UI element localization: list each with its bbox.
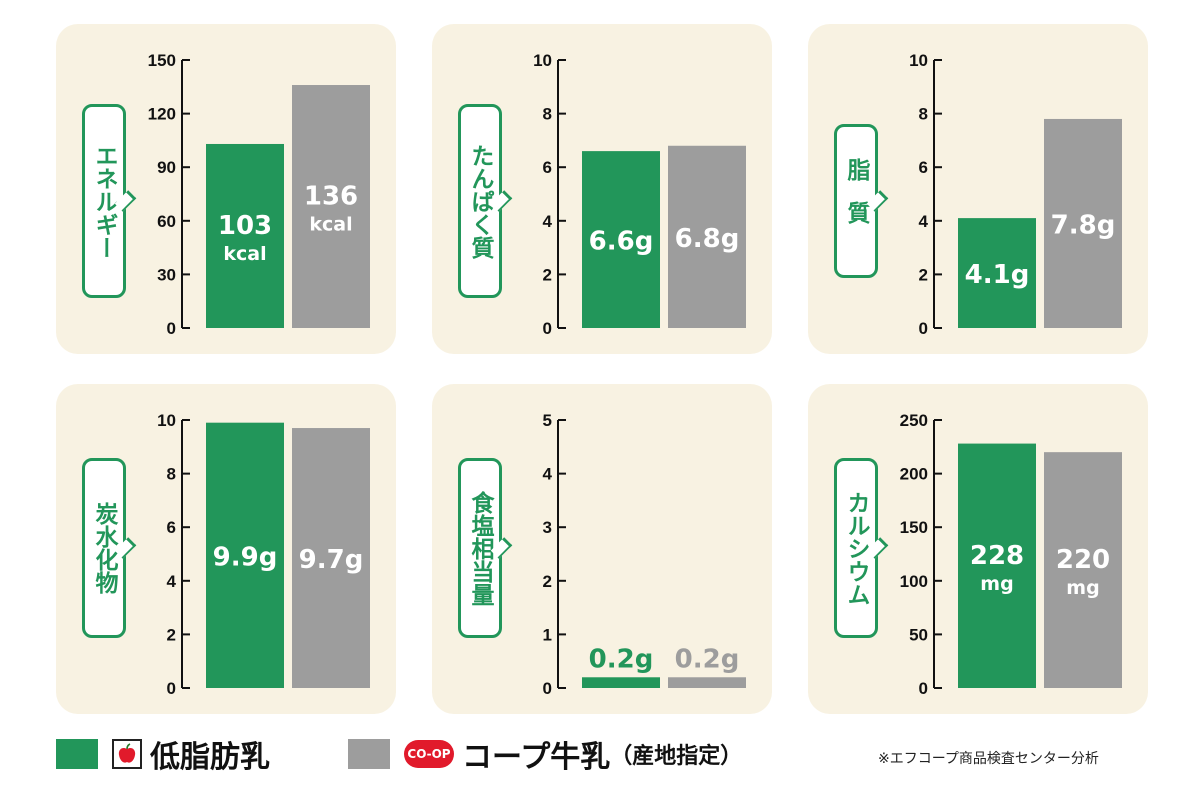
apple-logo-icon <box>112 739 142 769</box>
y-tick-label: 4 <box>543 212 553 231</box>
bar-coop <box>1044 452 1122 688</box>
coop-logo-icon: CO-OP <box>404 740 454 768</box>
nutrient-label-carbohydrate: 炭水化物 <box>82 458 126 638</box>
y-tick-label: 6 <box>543 158 552 177</box>
data-label: 4.1g <box>965 260 1030 290</box>
chart-panel-carbohydrate: 炭水化物 0 2 4 6 8 10 9.9g 9.7g <box>56 384 396 714</box>
data-label: 0.2g <box>675 644 740 674</box>
nutrient-label-calcium: カルシウム <box>834 458 878 638</box>
chart-panel-energy: エネルギー 0 30 60 90 120 150 103 kcal 136 kcal <box>56 24 396 354</box>
bar-low-fat <box>958 218 1036 328</box>
y-tick-label: 8 <box>919 105 928 124</box>
legend-sub-coop: （産地指定） <box>610 744 743 769</box>
y-tick-label: 200 <box>900 465 928 484</box>
bar-coop <box>292 85 370 328</box>
y-tick-label: 0 <box>919 319 928 338</box>
nutrient-label-salt: 食塩相当量 <box>458 458 502 638</box>
legend-low-fat: 低脂肪乳 <box>56 734 270 775</box>
y-tick-label: 2 <box>919 265 928 284</box>
chart-panel-fat: 脂質 0 2 4 6 8 10 4.1g 7.8g <box>808 24 1148 354</box>
y-tick-label: 0 <box>543 319 552 338</box>
y-tick-label: 3 <box>543 518 552 537</box>
y-tick-label: 8 <box>167 465 176 484</box>
y-tick-label: 6 <box>167 518 176 537</box>
bar-low-fat <box>206 422 284 688</box>
y-tick-label: 0 <box>543 679 552 698</box>
y-tick-label: 1 <box>543 625 552 644</box>
y-tick-label: 10 <box>533 51 552 70</box>
data-label: 136 <box>304 182 358 212</box>
legend-label-coop: コープ牛乳 <box>462 740 611 775</box>
chart-panel-protein: たんぱく質 0 2 4 6 8 10 6.6g 6.8g <box>432 24 772 354</box>
y-tick-label: 4 <box>167 572 177 591</box>
bar-low-fat <box>958 443 1036 688</box>
bar-coop <box>668 677 746 688</box>
legend-swatch-low-fat <box>56 739 98 769</box>
y-tick-label: 2 <box>543 572 552 591</box>
bar-low-fat <box>582 677 660 688</box>
chart-protein: 0 2 4 6 8 10 6.6g 6.8g <box>533 51 746 338</box>
nutrient-label-energy: エネルギー <box>82 104 126 298</box>
source-note: ※エフコープ商品検査センター分析 <box>878 751 1099 767</box>
bar-low-fat <box>582 151 660 328</box>
legend-swatch-coop <box>348 739 390 769</box>
data-label: 6.8g <box>675 224 740 254</box>
legend-label-low-fat: 低脂肪乳 <box>150 740 270 775</box>
y-tick-label: 90 <box>157 158 176 177</box>
data-label: kcal <box>223 243 266 265</box>
data-label: 103 <box>218 211 272 241</box>
data-label: 6.6g <box>589 227 654 257</box>
y-tick-label: 250 <box>900 411 928 430</box>
y-tick-label: 0 <box>919 679 928 698</box>
y-tick-label: 60 <box>157 212 176 231</box>
data-label: 220 <box>1056 545 1110 575</box>
data-label: 9.7g <box>299 545 364 575</box>
bar-coop <box>668 145 746 328</box>
data-label: mg <box>1066 577 1099 599</box>
y-tick-label: 30 <box>157 265 176 284</box>
y-tick-label: 2 <box>543 265 552 284</box>
y-tick-label: 0 <box>167 319 176 338</box>
nutrient-label-protein: たんぱく質 <box>458 104 502 298</box>
y-tick-label: 4 <box>543 465 553 484</box>
chart-panel-salt: 食塩相当量 0 1 2 3 4 5 0.2g 0.2g <box>432 384 772 714</box>
chart-salt: 0 1 2 3 4 5 0.2g 0.2g <box>543 411 746 698</box>
y-tick-label: 4 <box>919 212 929 231</box>
nutrient-label-fat: 脂質 <box>834 124 878 278</box>
data-label: 228 <box>970 541 1024 571</box>
y-tick-label: 150 <box>900 518 928 537</box>
y-tick-label: 5 <box>543 411 552 430</box>
chart-carbohydrate: 0 2 4 6 8 10 9.9g 9.7g <box>157 411 370 698</box>
y-tick-label: 150 <box>148 51 176 70</box>
y-tick-label: 10 <box>909 51 928 70</box>
y-tick-label: 0 <box>167 679 176 698</box>
legend-coop: CO-OP コープ牛乳 （産地指定） <box>348 734 743 775</box>
bar-coop <box>292 428 370 688</box>
data-label: mg <box>980 573 1013 595</box>
chart-panel-calcium: カルシウム 0 50 100 150 200 250 228 mg 220 mg <box>808 384 1148 714</box>
bar-coop <box>1044 118 1122 329</box>
y-tick-label: 10 <box>157 411 176 430</box>
bar-low-fat <box>206 143 284 328</box>
chart-fat: 0 2 4 6 8 10 4.1g 7.8g <box>909 51 1122 338</box>
y-tick-label: 8 <box>543 105 552 124</box>
y-tick-label: 100 <box>900 572 928 591</box>
y-tick-label: 120 <box>148 105 176 124</box>
data-label: 9.9g <box>213 542 278 572</box>
y-tick-label: 50 <box>909 625 928 644</box>
data-label: kcal <box>309 214 352 236</box>
data-label: 0.2g <box>589 644 654 674</box>
y-tick-label: 2 <box>167 625 176 644</box>
data-label: 7.8g <box>1051 210 1116 240</box>
y-tick-label: 6 <box>919 158 928 177</box>
